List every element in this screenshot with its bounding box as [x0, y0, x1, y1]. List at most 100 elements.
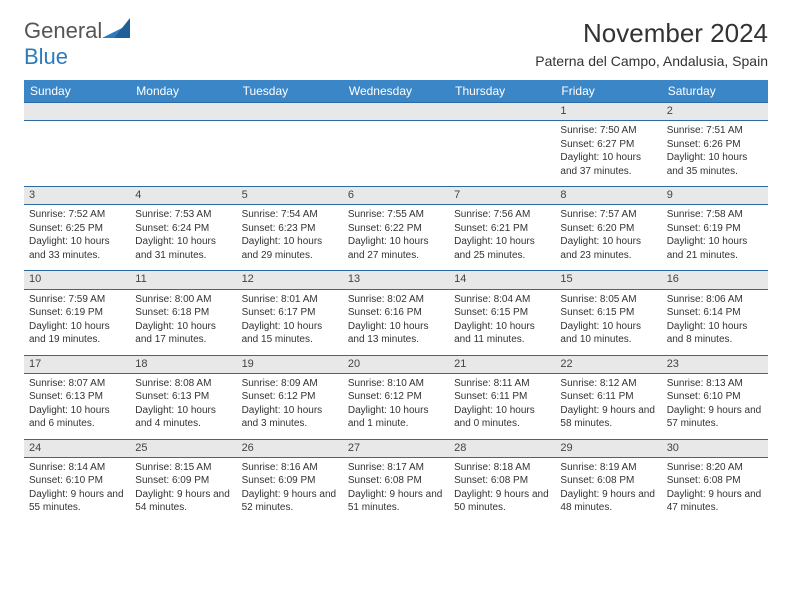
location-text: Paterna del Campo, Andalusia, Spain — [535, 53, 768, 69]
day-data-row: Sunrise: 8:07 AM Sunset: 6:13 PM Dayligh… — [24, 373, 768, 439]
day-data-cell: Sunrise: 8:14 AM Sunset: 6:10 PM Dayligh… — [24, 457, 130, 523]
col-thursday: Thursday — [449, 80, 555, 103]
day-number-cell: 20 — [343, 355, 449, 373]
day-data-cell: Sunrise: 8:17 AM Sunset: 6:08 PM Dayligh… — [343, 457, 449, 523]
day-data-cell: Sunrise: 8:00 AM Sunset: 6:18 PM Dayligh… — [130, 289, 236, 355]
day-data-cell: Sunrise: 7:52 AM Sunset: 6:25 PM Dayligh… — [24, 205, 130, 271]
logo-word2: Blue — [24, 44, 68, 69]
day-number-row: 3456789 — [24, 187, 768, 205]
day-number-cell: 16 — [662, 271, 768, 289]
day-data-cell: Sunrise: 8:09 AM Sunset: 6:12 PM Dayligh… — [237, 373, 343, 439]
header: GeneralBlue November 2024 Paterna del Ca… — [24, 18, 768, 70]
day-data-cell: Sunrise: 7:55 AM Sunset: 6:22 PM Dayligh… — [343, 205, 449, 271]
day-number-cell: 12 — [237, 271, 343, 289]
day-number-cell — [449, 103, 555, 121]
day-number-cell: 2 — [662, 103, 768, 121]
day-number-cell: 29 — [555, 439, 661, 457]
col-wednesday: Wednesday — [343, 80, 449, 103]
day-data-cell: Sunrise: 7:56 AM Sunset: 6:21 PM Dayligh… — [449, 205, 555, 271]
day-data-cell: Sunrise: 8:15 AM Sunset: 6:09 PM Dayligh… — [130, 457, 236, 523]
day-number-cell: 17 — [24, 355, 130, 373]
day-number-cell — [343, 103, 449, 121]
month-title: November 2024 — [535, 18, 768, 49]
day-number-cell: 4 — [130, 187, 236, 205]
day-data-cell: Sunrise: 7:51 AM Sunset: 6:26 PM Dayligh… — [662, 121, 768, 187]
day-data-cell — [449, 121, 555, 187]
day-data-cell: Sunrise: 8:04 AM Sunset: 6:15 PM Dayligh… — [449, 289, 555, 355]
day-data-cell: Sunrise: 8:05 AM Sunset: 6:15 PM Dayligh… — [555, 289, 661, 355]
day-number-cell: 27 — [343, 439, 449, 457]
day-number-row: 10111213141516 — [24, 271, 768, 289]
day-number-cell: 11 — [130, 271, 236, 289]
day-number-cell: 24 — [24, 439, 130, 457]
day-data-cell: Sunrise: 8:13 AM Sunset: 6:10 PM Dayligh… — [662, 373, 768, 439]
calendar-body: 12Sunrise: 7:50 AM Sunset: 6:27 PM Dayli… — [24, 103, 768, 523]
col-friday: Friday — [555, 80, 661, 103]
day-number-cell: 1 — [555, 103, 661, 121]
title-block: November 2024 Paterna del Campo, Andalus… — [535, 18, 768, 69]
col-monday: Monday — [130, 80, 236, 103]
day-number-cell: 3 — [24, 187, 130, 205]
header-row: Sunday Monday Tuesday Wednesday Thursday… — [24, 80, 768, 103]
day-data-cell: Sunrise: 7:57 AM Sunset: 6:20 PM Dayligh… — [555, 205, 661, 271]
day-data-cell: Sunrise: 8:11 AM Sunset: 6:11 PM Dayligh… — [449, 373, 555, 439]
col-tuesday: Tuesday — [237, 80, 343, 103]
day-number-cell: 26 — [237, 439, 343, 457]
day-data-cell — [130, 121, 236, 187]
day-data-cell: Sunrise: 8:06 AM Sunset: 6:14 PM Dayligh… — [662, 289, 768, 355]
day-data-cell: Sunrise: 8:07 AM Sunset: 6:13 PM Dayligh… — [24, 373, 130, 439]
day-data-cell — [24, 121, 130, 187]
day-number-cell: 5 — [237, 187, 343, 205]
day-data-row: Sunrise: 7:59 AM Sunset: 6:19 PM Dayligh… — [24, 289, 768, 355]
day-data-cell: Sunrise: 8:08 AM Sunset: 6:13 PM Dayligh… — [130, 373, 236, 439]
page-container: GeneralBlue November 2024 Paterna del Ca… — [0, 0, 792, 533]
day-data-cell: Sunrise: 7:58 AM Sunset: 6:19 PM Dayligh… — [662, 205, 768, 271]
day-number-row: 17181920212223 — [24, 355, 768, 373]
logo: GeneralBlue — [24, 18, 130, 70]
day-data-cell: Sunrise: 7:54 AM Sunset: 6:23 PM Dayligh… — [237, 205, 343, 271]
day-number-cell — [130, 103, 236, 121]
day-data-cell: Sunrise: 8:01 AM Sunset: 6:17 PM Dayligh… — [237, 289, 343, 355]
day-number-cell: 30 — [662, 439, 768, 457]
day-number-cell: 18 — [130, 355, 236, 373]
day-number-cell: 7 — [449, 187, 555, 205]
day-data-cell: Sunrise: 8:16 AM Sunset: 6:09 PM Dayligh… — [237, 457, 343, 523]
day-number-row: 12 — [24, 103, 768, 121]
day-data-cell: Sunrise: 8:20 AM Sunset: 6:08 PM Dayligh… — [662, 457, 768, 523]
day-number-cell: 28 — [449, 439, 555, 457]
col-sunday: Sunday — [24, 80, 130, 103]
day-number-cell: 23 — [662, 355, 768, 373]
day-data-row: Sunrise: 8:14 AM Sunset: 6:10 PM Dayligh… — [24, 457, 768, 523]
day-number-cell: 14 — [449, 271, 555, 289]
logo-word1: General — [24, 18, 102, 43]
day-data-cell — [237, 121, 343, 187]
day-data-cell: Sunrise: 8:10 AM Sunset: 6:12 PM Dayligh… — [343, 373, 449, 439]
day-data-row: Sunrise: 7:52 AM Sunset: 6:25 PM Dayligh… — [24, 205, 768, 271]
day-number-cell: 25 — [130, 439, 236, 457]
day-number-cell — [237, 103, 343, 121]
day-number-cell: 21 — [449, 355, 555, 373]
logo-triangle-icon — [102, 18, 130, 38]
day-number-cell: 8 — [555, 187, 661, 205]
day-data-cell: Sunrise: 8:12 AM Sunset: 6:11 PM Dayligh… — [555, 373, 661, 439]
calendar-table: Sunday Monday Tuesday Wednesday Thursday… — [24, 80, 768, 523]
day-number-cell: 15 — [555, 271, 661, 289]
day-number-cell: 13 — [343, 271, 449, 289]
day-data-cell: Sunrise: 8:19 AM Sunset: 6:08 PM Dayligh… — [555, 457, 661, 523]
day-data-cell: Sunrise: 7:53 AM Sunset: 6:24 PM Dayligh… — [130, 205, 236, 271]
day-number-cell — [24, 103, 130, 121]
day-number-cell: 19 — [237, 355, 343, 373]
day-data-cell: Sunrise: 7:50 AM Sunset: 6:27 PM Dayligh… — [555, 121, 661, 187]
day-data-cell: Sunrise: 8:02 AM Sunset: 6:16 PM Dayligh… — [343, 289, 449, 355]
day-number-cell: 22 — [555, 355, 661, 373]
day-data-cell: Sunrise: 7:59 AM Sunset: 6:19 PM Dayligh… — [24, 289, 130, 355]
day-number-row: 24252627282930 — [24, 439, 768, 457]
day-number-cell: 6 — [343, 187, 449, 205]
col-saturday: Saturday — [662, 80, 768, 103]
day-data-row: Sunrise: 7:50 AM Sunset: 6:27 PM Dayligh… — [24, 121, 768, 187]
day-number-cell: 10 — [24, 271, 130, 289]
day-data-cell — [343, 121, 449, 187]
day-data-cell: Sunrise: 8:18 AM Sunset: 6:08 PM Dayligh… — [449, 457, 555, 523]
day-number-cell: 9 — [662, 187, 768, 205]
logo-text: GeneralBlue — [24, 18, 130, 70]
